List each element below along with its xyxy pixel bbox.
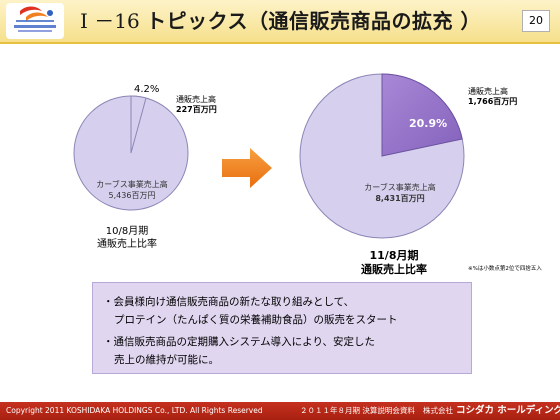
info-item-2-line-1: ・通信販売商品の定期購入システム導入により、安定した xyxy=(103,336,376,348)
left-curves-label: カーブス事業売上高 xyxy=(96,180,168,189)
right-mailorder-label: 通販売上高 xyxy=(468,87,508,96)
right-caption-ratio: 通販売上比率 xyxy=(361,263,427,276)
koshidaka-logo-icon xyxy=(6,3,64,39)
footer-company-prefix: 株式会社 xyxy=(423,406,453,415)
right-pie-slice-mailorder xyxy=(381,73,463,157)
left-caption-ratio: 通販売上比率 xyxy=(97,239,157,250)
info-item-1-line-2: プロテイン（たんぱく質の栄養補助食品）の販売をスタート xyxy=(114,314,398,326)
left-mailorder-value: 227百万円 xyxy=(176,105,217,114)
right-pie-chart xyxy=(299,73,465,239)
slide-footer: Copyright 2011 KOSHIDAKA HOLDINGS Co., L… xyxy=(0,402,560,420)
page-title: Ⅰ －16 トピックス（通信販売商品の拡充 ） xyxy=(80,9,481,33)
info-item-2-line-2: 売上の維持が可能に。 xyxy=(114,354,219,366)
slide-header: Ⅰ －16 トピックス（通信販売商品の拡充 ） 20 xyxy=(0,0,560,44)
footer-copyright: Copyright 2011 KOSHIDAKA HOLDINGS Co., L… xyxy=(6,406,263,415)
right-arrow-icon xyxy=(222,148,272,188)
info-item-1-line-1: ・会員様向け通信販売商品の新たな取り組みとして、 xyxy=(103,296,355,308)
rounding-note: ※%は小数点第2位で四捨五入 xyxy=(468,266,542,272)
right-curves-value: 8,431百万円 xyxy=(375,194,425,203)
left-pie-chart xyxy=(73,95,189,211)
right-mailorder-value: 1,766百万円 xyxy=(468,97,518,106)
right-percent-label: 20.9% xyxy=(409,117,448,130)
info-box: ・会員様向け通信販売商品の新たな取り組みとして、 プロテイン（たんぱく質の栄養補… xyxy=(92,282,472,374)
left-caption-period: 10/8月期 xyxy=(105,226,149,237)
right-curves-label: カーブス事業売上高 xyxy=(364,183,436,192)
left-curves-value: 5,436百万円 xyxy=(108,191,156,200)
footer-event: ２０１１年８月期 決算説明会資料 xyxy=(300,406,415,415)
left-pie-slice-mailorder xyxy=(130,95,147,154)
footer-company-name: コシダカ ホールディングス xyxy=(456,405,560,416)
left-percent-label: 4.2% xyxy=(134,84,160,95)
page-number: 20 xyxy=(522,10,550,32)
right-caption-period: 11/8月期 xyxy=(369,249,419,262)
left-mailorder-label: 通販売上高 xyxy=(176,95,216,104)
